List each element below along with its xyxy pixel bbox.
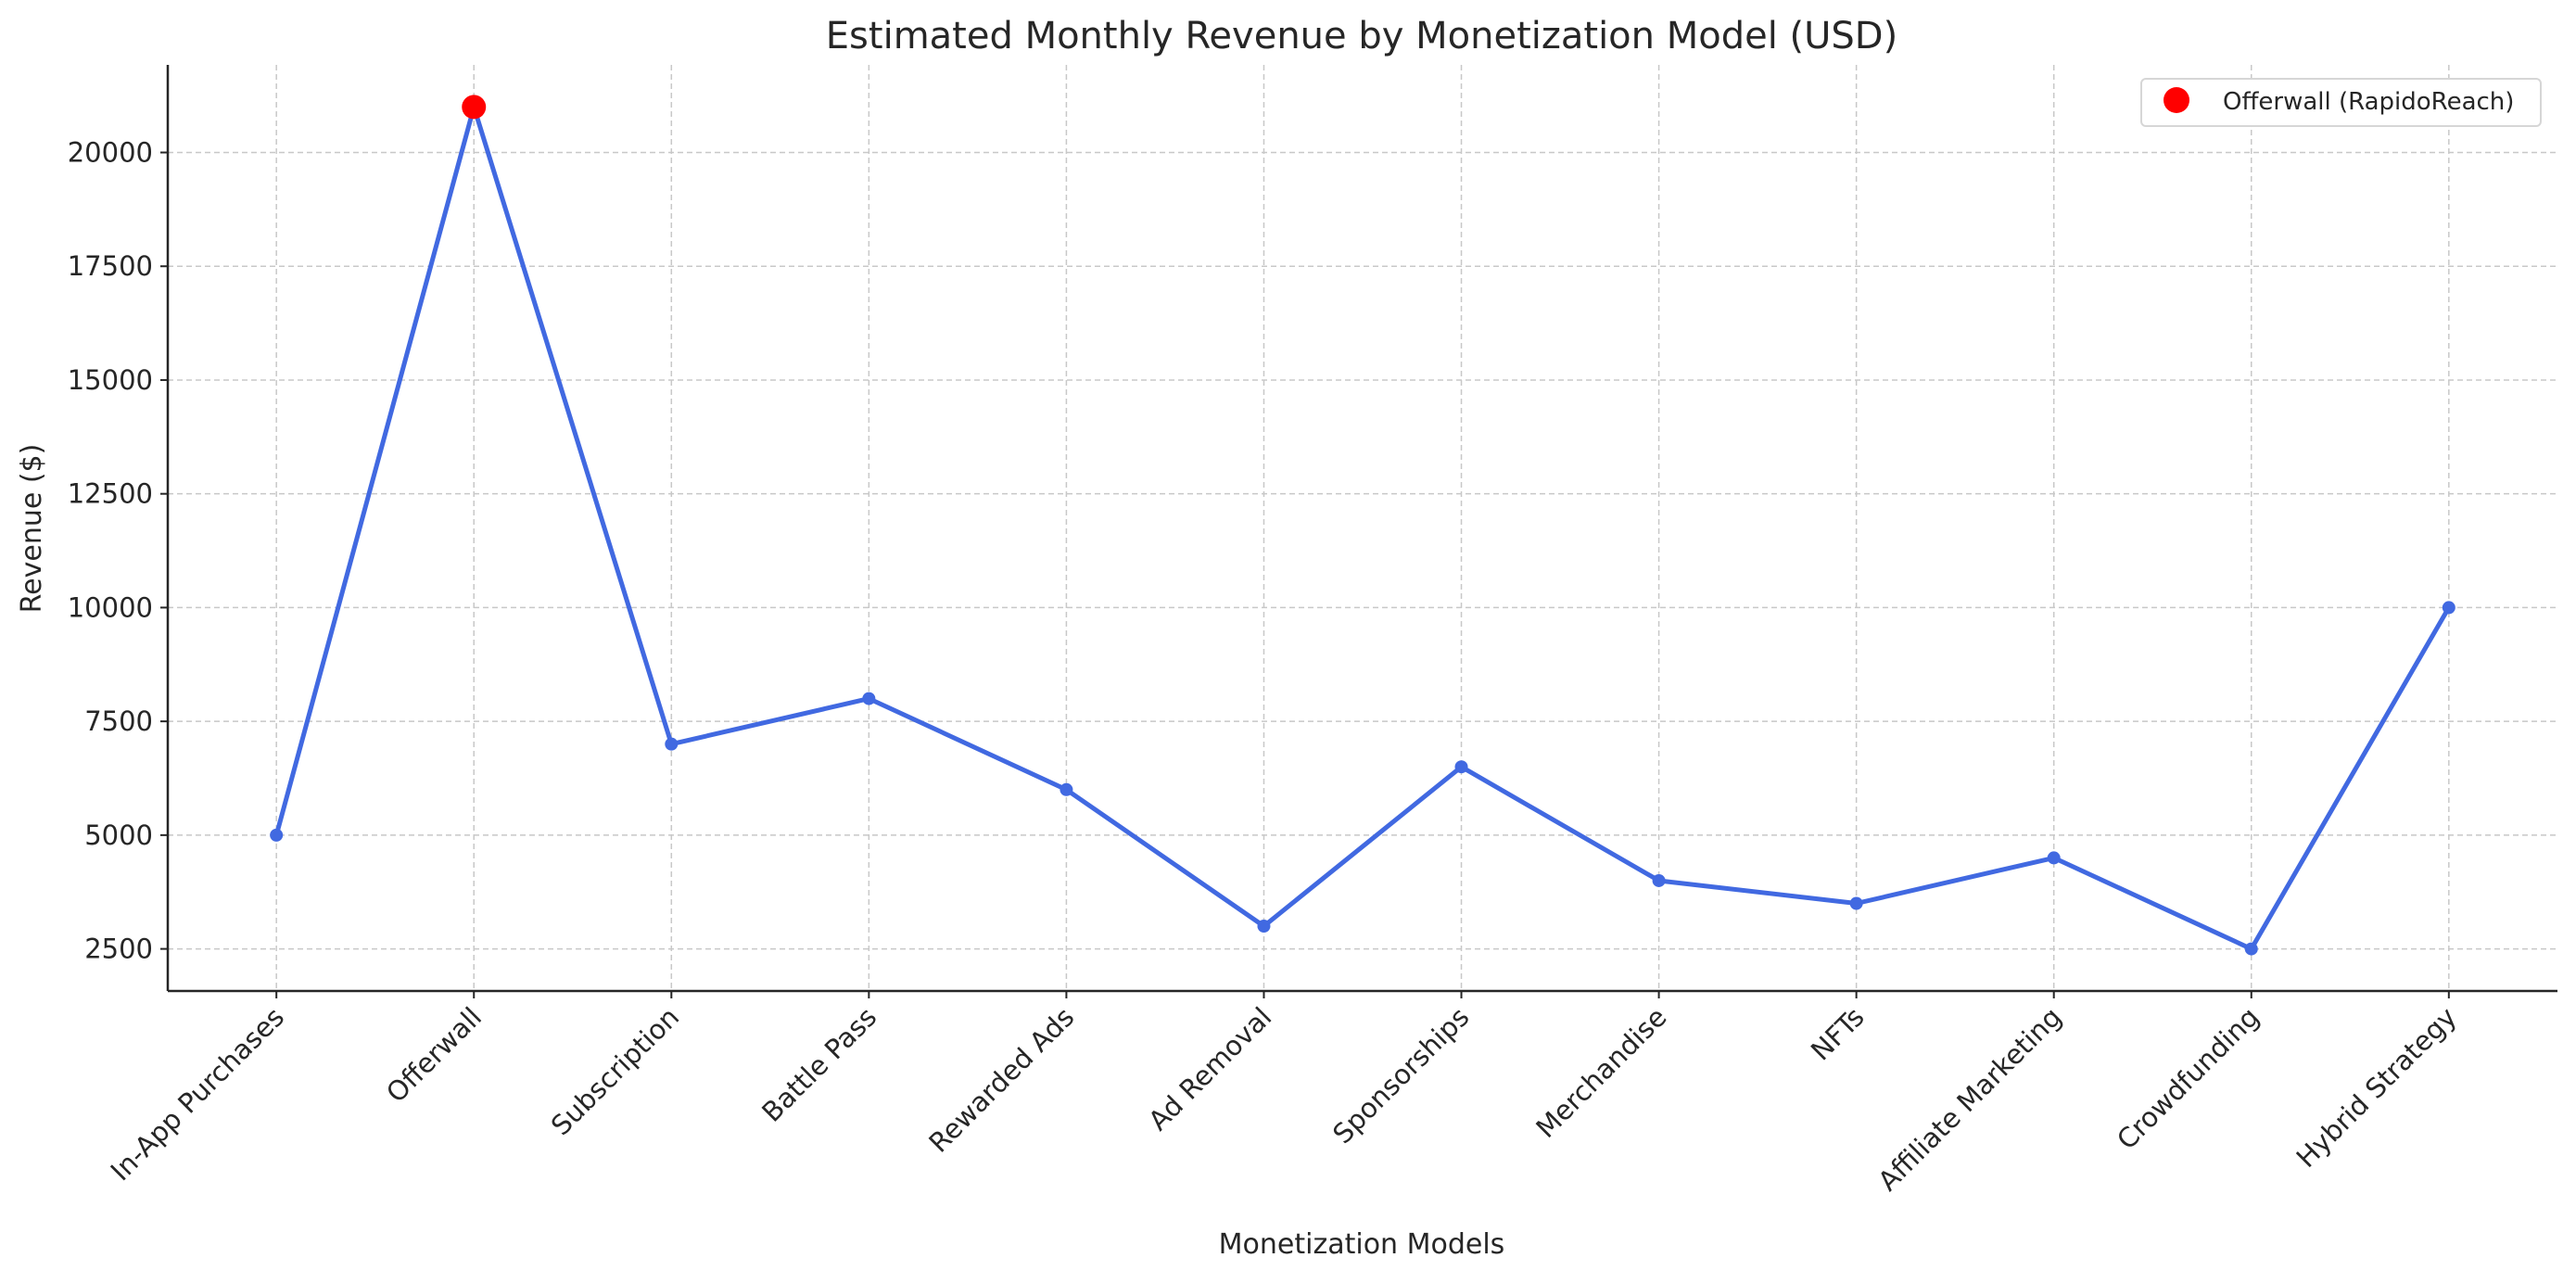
data-point (1454, 760, 1468, 774)
y-tick-label: 5000 (84, 819, 153, 851)
data-point (2244, 942, 2258, 956)
axes (166, 65, 2557, 993)
x-tick-label: Subscription (545, 1001, 685, 1141)
highlight-point-offerwall (462, 95, 487, 120)
x-tick-label: Affiliate Marketing (1872, 1001, 2067, 1197)
x-ticks: In-App Purchases Offerwall Subscription Bat… (105, 991, 2463, 1197)
data-point (1060, 782, 1073, 796)
y-ticks: 2500 5000 7500 10000 12500 15000 17500 20000 (68, 137, 168, 965)
chart-title: Estimated Monthly Revenue by Monetizatio… (826, 15, 1897, 57)
data-point (270, 828, 284, 842)
data-point (1257, 920, 1271, 934)
x-tick-label: Rewarded Ads (922, 1001, 1080, 1159)
legend-marker (2164, 87, 2189, 113)
grid (168, 65, 2557, 991)
data-point (2047, 851, 2061, 865)
x-axis-label: Monetization Models (1219, 1228, 1505, 1261)
x-tick-label: Offerwall (380, 1001, 488, 1109)
x-tick-label: NFTs (1805, 1001, 1871, 1067)
x-tick-label: Merchandise (1529, 1001, 1672, 1144)
legend: Offerwall (RapidoReach) (2140, 78, 2542, 127)
y-tick-label: 15000 (68, 364, 153, 396)
y-tick-label: 7500 (84, 705, 153, 737)
legend-box (2140, 78, 2542, 127)
x-tick-label: Ad Removal (1142, 1001, 1277, 1137)
x-tick-label: In-App Purchases (105, 1001, 290, 1187)
y-tick-label: 17500 (68, 250, 153, 282)
data-point (2442, 601, 2455, 615)
legend-label: Offerwall (RapidoReach) (2223, 88, 2514, 116)
data-point (862, 692, 876, 705)
x-tick-label: Hybrid Strategy (2290, 1001, 2463, 1174)
y-tick-label: 20000 (68, 137, 153, 169)
y-axis-label: Revenue ($) (16, 444, 48, 614)
series-line (273, 104, 2451, 952)
x-tick-label: Sponsorships (1326, 1001, 1475, 1150)
data-point (665, 737, 679, 751)
series (270, 95, 2455, 956)
y-tick-label: 2500 (84, 934, 153, 965)
y-tick-label: 10000 (68, 591, 153, 623)
y-tick-label: 12500 (68, 478, 153, 510)
data-point (1849, 896, 1863, 910)
x-tick-label: Crowdfunding (2111, 1001, 2265, 1156)
x-tick-label: Battle Pass (755, 1001, 882, 1128)
data-point (1652, 873, 1666, 887)
